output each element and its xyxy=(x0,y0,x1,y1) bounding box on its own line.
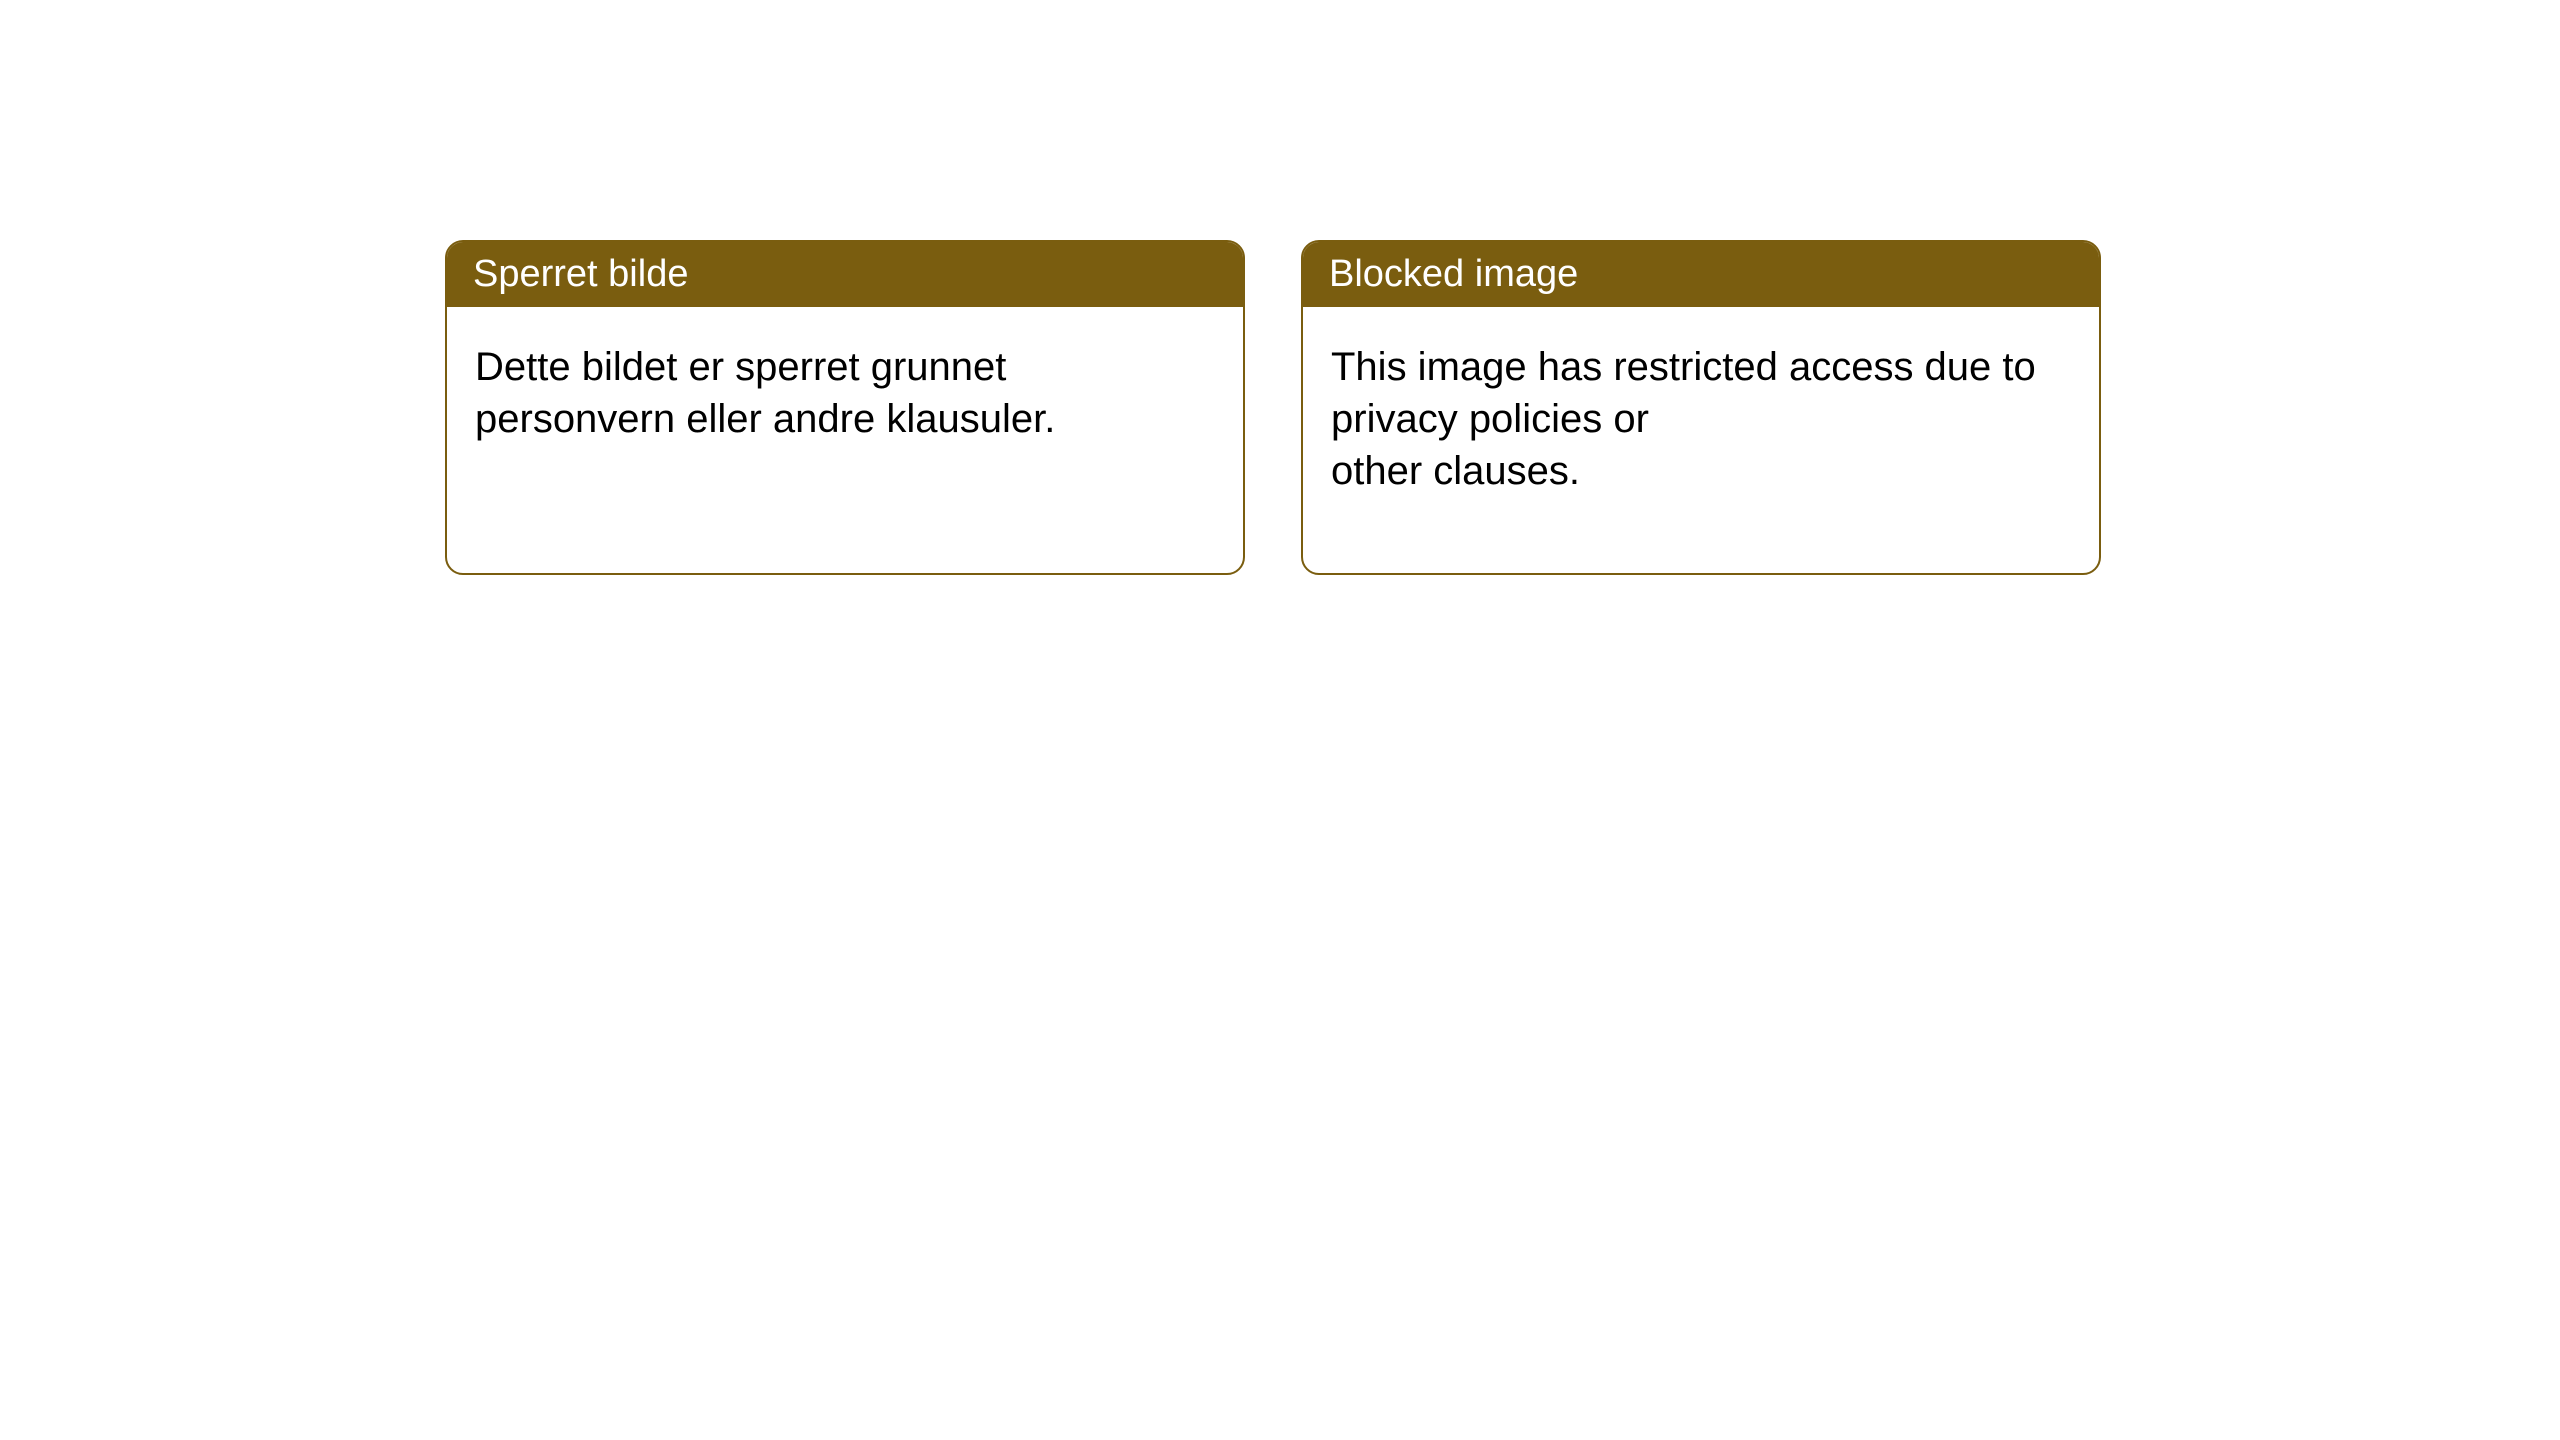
notice-body: Dette bildet er sperret grunnet personve… xyxy=(447,307,1243,479)
notice-card-english: Blocked image This image has restricted … xyxy=(1301,240,2101,575)
notice-title: Sperret bilde xyxy=(447,242,1243,307)
notice-container: Sperret bilde Dette bildet er sperret gr… xyxy=(0,0,2560,575)
notice-title: Blocked image xyxy=(1303,242,2099,307)
notice-body: This image has restricted access due to … xyxy=(1303,307,2099,531)
notice-card-norwegian: Sperret bilde Dette bildet er sperret gr… xyxy=(445,240,1245,575)
